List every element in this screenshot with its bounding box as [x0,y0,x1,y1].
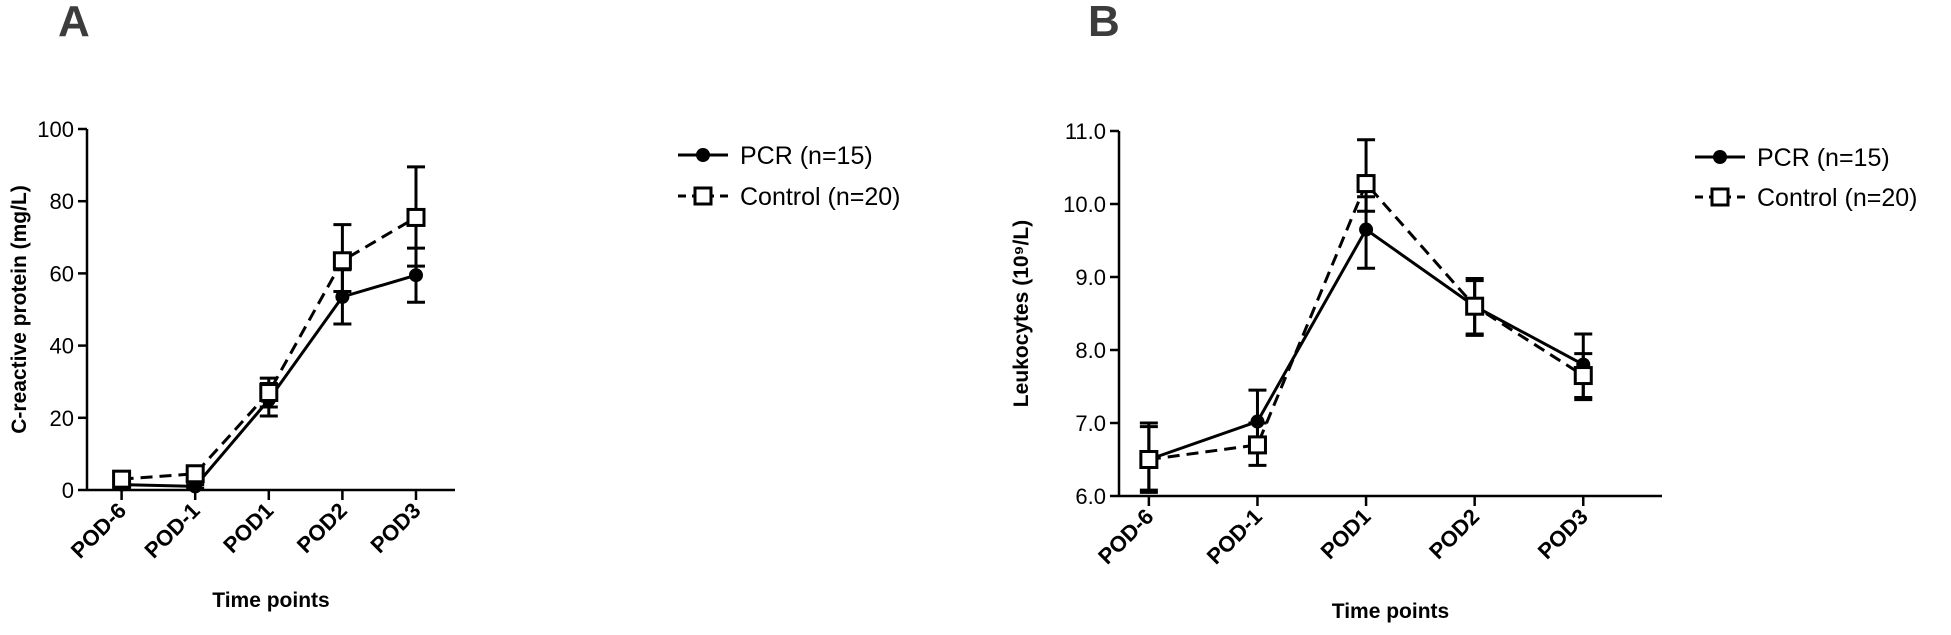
legend-label: Control (n=20) [1757,184,1918,212]
legend-label: PCR (n=15) [1757,144,1890,172]
x-tick-label: POD1 [1316,504,1376,564]
y-tick-label: 0 [62,478,74,503]
data-point [1139,450,1159,469]
x-tick-label: POD3 [365,498,425,558]
x-tick-label: POD-6 [66,498,131,563]
data-point [185,464,205,484]
x-tick-label: POD-6 [1093,504,1158,569]
series-line [121,216,417,481]
data-point [1465,296,1485,316]
data-point [1359,222,1374,237]
x-tick-label: POD2 [292,498,352,558]
panel-a: A 0 20 40 60 80 100 POD-6 POD-1 POD1 POD2 POD3 Time … [8,0,901,612]
legend-label: PCR (n=15) [740,142,873,170]
data-point [332,251,352,271]
data-point [112,469,132,489]
data-point [408,268,423,283]
data-point [1356,174,1376,194]
y-tick-label: 8.0 [1075,338,1106,363]
data-point [335,289,350,304]
panel-letter: A [58,0,90,46]
series-line [1148,180,1585,461]
panel-b: B 6.0 7.0 8.0 9.0 10.0 11.0 POD-6 POD-1 POD1 POD2 P… [1010,0,1918,623]
y-axis-title: C-reactive protein (mg/L) [8,185,31,434]
data-point [1247,435,1267,455]
legend-marker [1710,187,1730,207]
y-tick-label: 6.0 [1075,484,1106,509]
y-tick-label: 9.0 [1075,265,1106,290]
x-tick-label: POD1 [218,498,278,558]
legend-marker [693,186,713,206]
data-point [1573,366,1593,386]
y-tick-label: 20 [50,406,74,431]
legend-marker [696,148,710,162]
x-tick-label: POD-1 [139,498,204,563]
y-tick-label: 60 [50,261,74,286]
x-axis-title: Time points [1332,600,1449,623]
x-axis-title: Time points [212,589,329,612]
x-tick-label: POD2 [1424,504,1484,564]
data-point [406,207,426,227]
legend-marker [1713,150,1727,164]
y-tick-label: 10.0 [1063,192,1106,217]
y-tick-label: 80 [50,189,74,214]
y-tick-label: 40 [50,334,74,359]
y-tick-label: 7.0 [1075,411,1106,436]
y-tick-label: 11.0 [1065,119,1106,144]
x-tick-label: POD3 [1533,504,1593,564]
data-point [259,383,279,403]
x-tick-label: POD-1 [1202,504,1267,569]
y-tick-label: 100 [37,117,74,142]
panel-letter: B [1088,0,1120,46]
y-axis-title: Leukocytes (10⁹/L) [1010,220,1033,407]
legend-label: Control (n=20) [740,183,901,211]
